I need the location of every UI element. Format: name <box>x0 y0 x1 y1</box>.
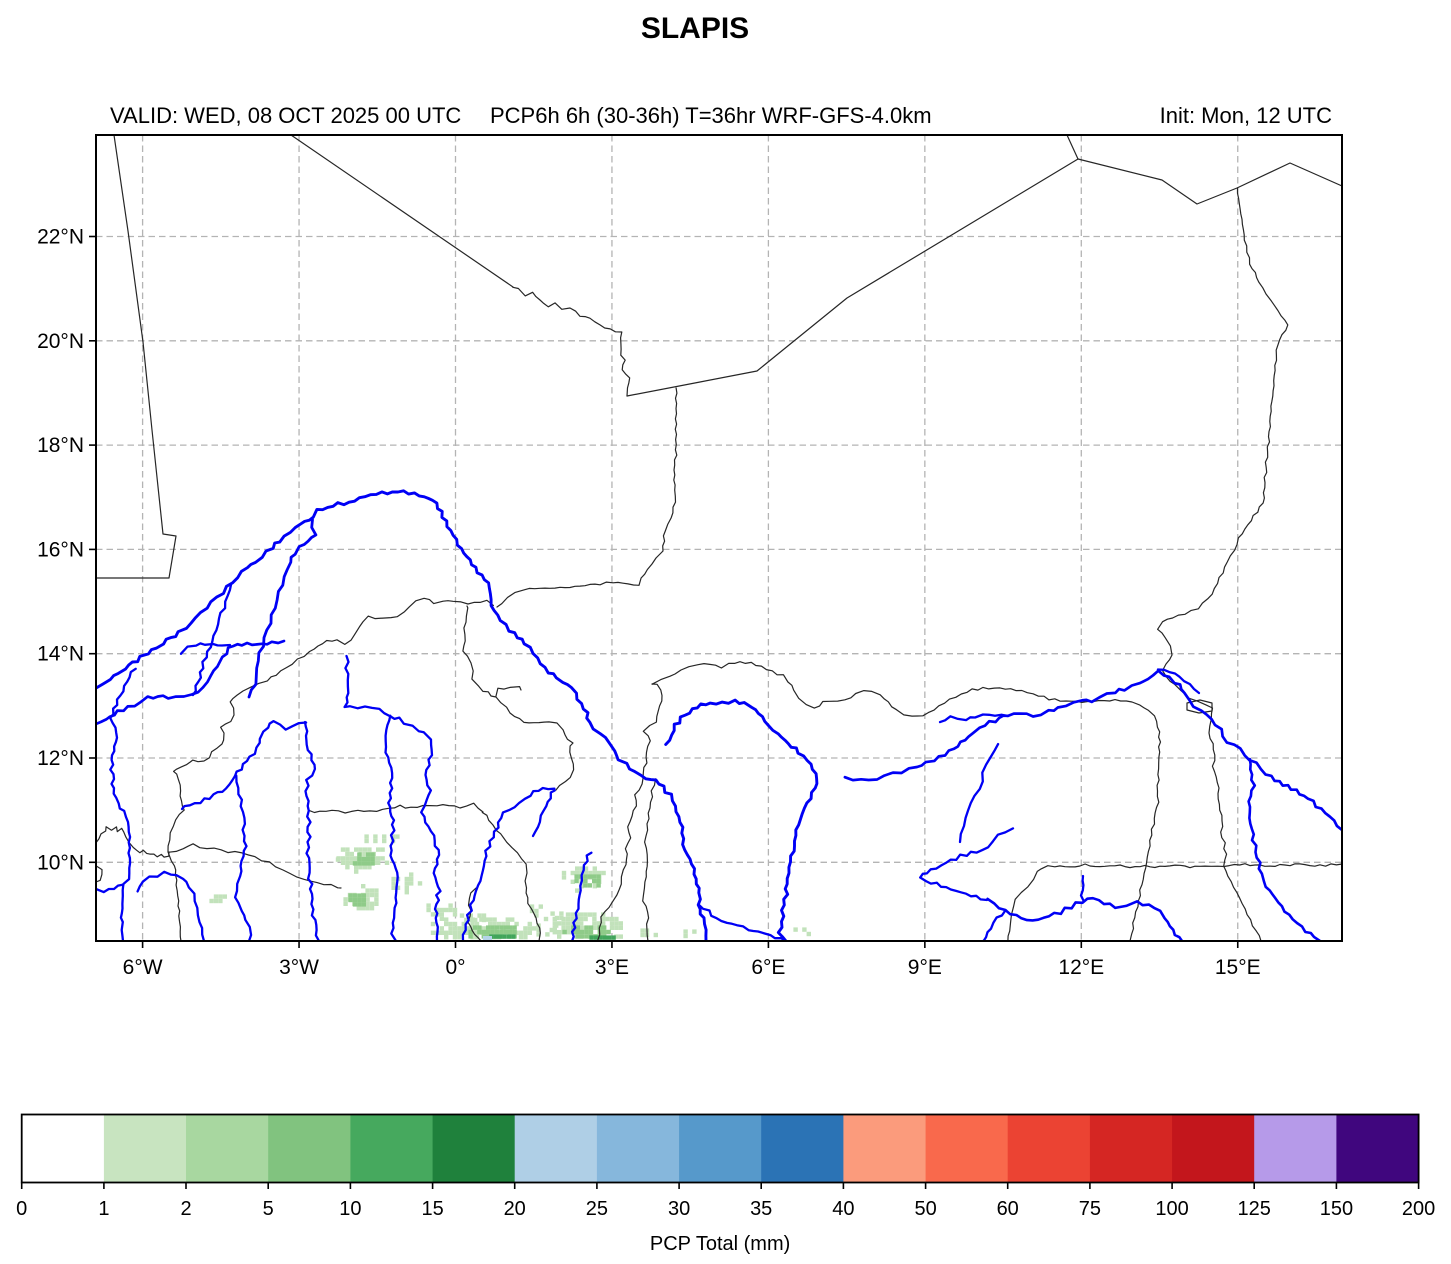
svg-text:150: 150 <box>1320 1198 1353 1220</box>
svg-text:15°E: 15°E <box>1215 956 1261 979</box>
svg-text:18°N: 18°N <box>37 434 84 457</box>
svg-text:22°N: 22°N <box>37 226 84 249</box>
svg-text:30: 30 <box>668 1198 690 1220</box>
svg-text:20: 20 <box>504 1198 526 1220</box>
svg-text:0: 0 <box>16 1198 27 1220</box>
svg-text:10: 10 <box>339 1198 361 1220</box>
svg-text:3°W: 3°W <box>279 956 319 979</box>
svg-text:9°E: 9°E <box>908 956 942 979</box>
svg-text:12°E: 12°E <box>1058 956 1104 979</box>
svg-text:50: 50 <box>914 1198 936 1220</box>
svg-text:35: 35 <box>750 1198 772 1220</box>
svg-text:125: 125 <box>1238 1198 1271 1220</box>
svg-text:6°W: 6°W <box>123 956 163 979</box>
svg-text:25: 25 <box>586 1198 608 1220</box>
svg-text:16°N: 16°N <box>37 538 84 561</box>
svg-text:0°: 0° <box>445 956 465 979</box>
svg-text:1: 1 <box>98 1198 109 1220</box>
svg-text:PCP Total (mm): PCP Total (mm) <box>650 1233 790 1255</box>
svg-text:6°E: 6°E <box>751 956 785 979</box>
svg-text:15: 15 <box>421 1198 443 1220</box>
svg-text:10°N: 10°N <box>37 851 84 874</box>
svg-text:VALID: WED, 08 OCT 2025 00 UTC: VALID: WED, 08 OCT 2025 00 UTC <box>110 103 461 128</box>
svg-text:40: 40 <box>832 1198 854 1220</box>
svg-text:5: 5 <box>263 1198 274 1220</box>
svg-text:75: 75 <box>1079 1198 1101 1220</box>
svg-text:100: 100 <box>1155 1198 1188 1220</box>
svg-text:14°N: 14°N <box>37 643 84 666</box>
svg-text:20°N: 20°N <box>37 330 84 353</box>
svg-text:2: 2 <box>180 1198 191 1220</box>
svg-text:SLAPIS: SLAPIS <box>641 12 749 45</box>
svg-text:3°E: 3°E <box>595 956 629 979</box>
svg-text:12°N: 12°N <box>37 747 84 770</box>
svg-text:Init: Mon, 12 UTC: Init: Mon, 12 UTC <box>1160 103 1333 128</box>
svg-text:PCP6h 6h (30-36h) T=36hr WRF-G: PCP6h 6h (30-36h) T=36hr WRF-GFS-4.0km <box>490 103 932 128</box>
svg-text:60: 60 <box>997 1198 1019 1220</box>
svg-text:200: 200 <box>1402 1198 1435 1220</box>
